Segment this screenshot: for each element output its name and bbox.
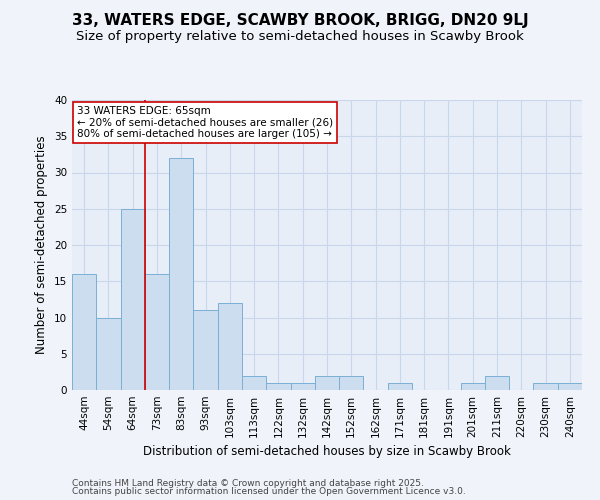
- X-axis label: Distribution of semi-detached houses by size in Scawby Brook: Distribution of semi-detached houses by …: [143, 446, 511, 458]
- Bar: [242, 376, 266, 390]
- Bar: [169, 158, 193, 390]
- Bar: [485, 376, 509, 390]
- Bar: [72, 274, 96, 390]
- Bar: [193, 310, 218, 390]
- Bar: [145, 274, 169, 390]
- Text: 33 WATERS EDGE: 65sqm
← 20% of semi-detached houses are smaller (26)
80% of semi: 33 WATERS EDGE: 65sqm ← 20% of semi-deta…: [77, 106, 333, 139]
- Bar: [96, 318, 121, 390]
- Text: Size of property relative to semi-detached houses in Scawby Brook: Size of property relative to semi-detach…: [76, 30, 524, 43]
- Y-axis label: Number of semi-detached properties: Number of semi-detached properties: [35, 136, 49, 354]
- Bar: [339, 376, 364, 390]
- Bar: [533, 383, 558, 390]
- Bar: [290, 383, 315, 390]
- Bar: [315, 376, 339, 390]
- Text: Contains public sector information licensed under the Open Government Licence v3: Contains public sector information licen…: [72, 487, 466, 496]
- Bar: [558, 383, 582, 390]
- Bar: [388, 383, 412, 390]
- Bar: [121, 209, 145, 390]
- Text: 33, WATERS EDGE, SCAWBY BROOK, BRIGG, DN20 9LJ: 33, WATERS EDGE, SCAWBY BROOK, BRIGG, DN…: [71, 12, 529, 28]
- Bar: [218, 303, 242, 390]
- Bar: [461, 383, 485, 390]
- Bar: [266, 383, 290, 390]
- Text: Contains HM Land Registry data © Crown copyright and database right 2025.: Contains HM Land Registry data © Crown c…: [72, 478, 424, 488]
